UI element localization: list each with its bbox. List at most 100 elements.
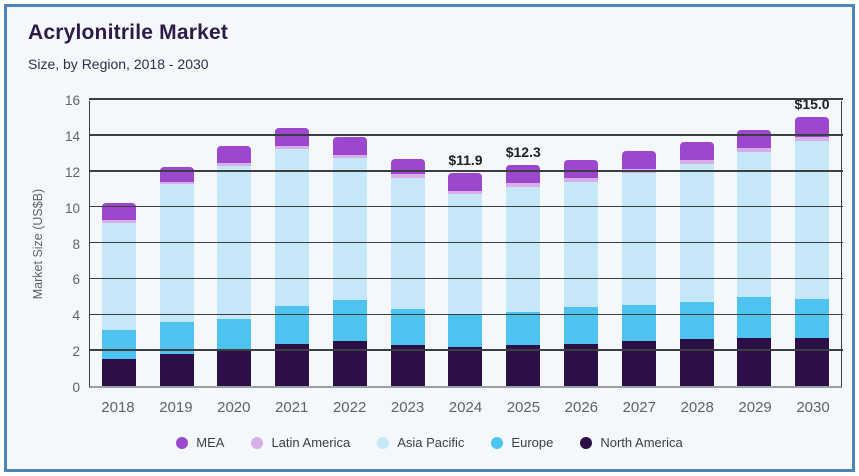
bar-segment-north-america-2021 <box>275 343 310 386</box>
legend-label: Europe <box>511 435 554 450</box>
bar-segment-north-america-2025 <box>506 344 541 386</box>
legend-label: North America <box>600 435 683 450</box>
x-tick-label-2028: 2028 <box>680 399 714 416</box>
bar-segment-asia-pacific-2022 <box>332 158 367 300</box>
bar-2027 <box>621 151 656 386</box>
x-tick-label-2022: 2022 <box>332 399 367 416</box>
x-tick-label-2025: 2025 <box>506 399 541 416</box>
bar-2019 <box>159 167 194 386</box>
bar-total-label-2024: $11.9 <box>448 151 483 168</box>
chart-card: Acrylonitrile Market Size, by Region, 20… <box>4 4 855 472</box>
bar-total-label-2030: $15.0 <box>794 95 830 112</box>
legend-label: Asia Pacific <box>397 435 465 450</box>
x-tick-label-2029: 2029 <box>738 399 772 416</box>
x-tick-label-2020: 2020 <box>217 399 251 416</box>
bar-segment-latin-america-2028 <box>679 160 714 164</box>
bar-2024: $11.9 <box>448 152 483 386</box>
bar-segment-latin-america-2029 <box>737 148 772 152</box>
bar-segment-north-america-2030 <box>795 337 830 386</box>
legend-item-north-america: North America <box>580 435 683 450</box>
y-tick-label: 16 <box>64 93 80 108</box>
grid-line <box>88 170 843 172</box>
legend-dot-icon <box>251 436 264 449</box>
bar-segment-asia-pacific-2023 <box>390 177 425 309</box>
bar-segment-north-america-2023 <box>390 344 425 386</box>
legend-dot-icon <box>491 436 504 449</box>
grid-line <box>88 98 843 100</box>
bar-segment-asia-pacific-2027 <box>621 172 656 306</box>
grid-line <box>88 277 843 280</box>
x-tick-label-2030: 2030 <box>796 399 830 416</box>
y-axis-title: Market Size (US$B) <box>31 188 45 300</box>
bar-segment-mea-2025 <box>506 165 541 184</box>
bar-segment-mea-2027 <box>621 151 656 169</box>
legend-label: MEA <box>196 435 225 450</box>
grid-line <box>88 241 843 244</box>
legend-dot-icon <box>580 436 593 449</box>
bar-segment-latin-america-2021 <box>275 145 310 150</box>
bar-segment-north-america-2019 <box>159 353 194 386</box>
bar-segment-north-america-2029 <box>737 337 772 386</box>
y-tick-label: 10 <box>64 200 80 216</box>
y-tick-label: 4 <box>72 308 80 324</box>
bar-total-label-2025: $12.3 <box>505 144 541 161</box>
bar-2025: $12.3 <box>506 144 541 386</box>
bar-segment-latin-america-2024 <box>448 190 483 195</box>
bar-2029 <box>737 129 772 386</box>
legend-item-mea: MEA <box>176 435 224 450</box>
chart-subtitle: Size, by Region, 2018 - 2030 <box>28 56 209 72</box>
bar-2026 <box>564 160 598 386</box>
bar-segment-europe-2018 <box>101 330 136 360</box>
bar-segment-latin-america-2030 <box>795 136 830 142</box>
page-title: Acrylonitrile Market <box>28 21 229 44</box>
bar-segment-north-america-2028 <box>679 339 714 386</box>
bar-segment-europe-2030 <box>795 299 830 338</box>
bar-segment-north-america-2020 <box>217 351 252 386</box>
bar-segment-mea-2026 <box>564 160 598 178</box>
bar-segment-asia-pacific-2030 <box>795 141 830 300</box>
bar-2030: $15.0 <box>795 96 830 386</box>
bar-2023 <box>390 159 425 386</box>
legend-item-europe: Europe <box>491 435 553 450</box>
bar-segment-mea-2020 <box>217 145 252 163</box>
bar-2021 <box>275 127 310 386</box>
bar-segment-latin-america-2023 <box>390 174 425 178</box>
bar-2022 <box>332 136 367 386</box>
bar-segment-europe-2026 <box>564 307 598 344</box>
x-axis-labels: 2018 2019 2020 2021 2022 2023 2024 2025 2026 2027… <box>89 399 842 416</box>
bar-segment-north-america-2018 <box>101 359 136 386</box>
bar-segment-latin-america-2018 <box>101 220 136 223</box>
bar-2018 <box>101 203 136 386</box>
bar-series: $11.9 $12.3 $15.0 <box>90 96 841 386</box>
x-tick-label-2021: 2021 <box>275 399 309 416</box>
bar-segment-asia-pacific-2028 <box>679 163 714 302</box>
bar-segment-mea-2021 <box>275 127 310 146</box>
x-tick-label-2027: 2027 <box>622 399 656 416</box>
bar-segment-latin-america-2019 <box>159 181 194 185</box>
bar-segment-north-america-2022 <box>332 341 367 386</box>
bar-segment-north-america-2024 <box>448 347 483 386</box>
bar-segment-mea-2029 <box>737 129 772 149</box>
bar-segment-europe-2019 <box>159 322 194 354</box>
bar-segment-europe-2027 <box>621 305 656 342</box>
bar-segment-latin-america-2025 <box>506 183 541 187</box>
bar-segment-asia-pacific-2018 <box>101 222 136 331</box>
y-tick-label: 8 <box>72 236 80 252</box>
y-tick-label: 2 <box>72 344 80 360</box>
bar-segment-asia-pacific-2026 <box>564 181 598 308</box>
x-tick-label-2019: 2019 <box>159 399 193 416</box>
bar-segment-asia-pacific-2029 <box>737 151 772 298</box>
bar-segment-asia-pacific-2024 <box>448 194 483 315</box>
plot-area: $11.9 $12.3 $15.0 <box>88 96 843 388</box>
grid-line <box>88 313 843 315</box>
grid-line <box>88 134 843 136</box>
x-tick-label-2023: 2023 <box>390 399 425 416</box>
y-tick-label: 14 <box>64 128 80 144</box>
bar-segment-europe-2022 <box>332 299 367 342</box>
bar-segment-mea-2024 <box>448 172 483 191</box>
legend: MEA Latin America Asia Pacific Europe North … <box>7 435 852 450</box>
x-tick-label-2026: 2026 <box>564 399 599 416</box>
bar-segment-mea-2023 <box>390 159 425 175</box>
legend-dot-icon <box>377 436 390 449</box>
bar-segment-europe-2024 <box>448 314 483 348</box>
